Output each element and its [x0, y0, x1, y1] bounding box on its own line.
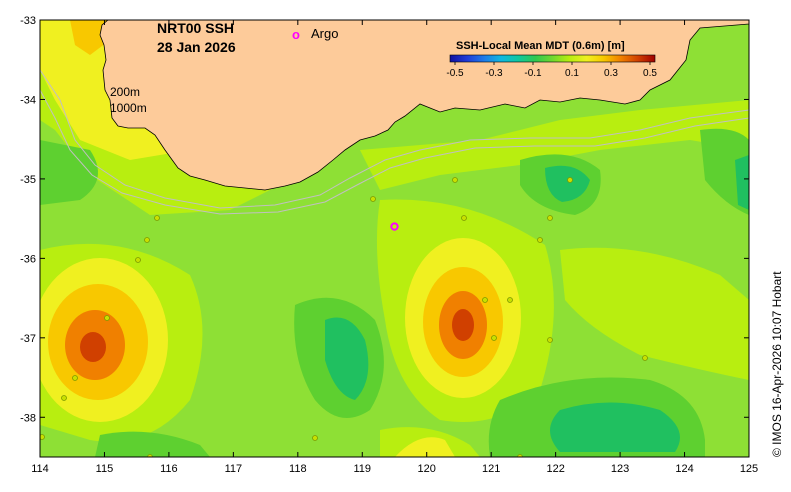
ssh-contour-band-teal — [735, 155, 749, 210]
x-tick-label: 117 — [225, 463, 243, 475]
obs-marker — [61, 395, 67, 401]
observation-markers — [40, 177, 648, 457]
colorbar: SSH-Local Mean MDT (0.6m) [m] -0.5 -0.3 -0… — [446, 40, 657, 79]
ssh-contour-band-green — [40, 140, 98, 205]
colorbar-tick-label: -0.5 — [446, 68, 464, 79]
y-tick-label: -34 — [20, 94, 36, 106]
obs-marker — [154, 215, 160, 221]
obs-marker — [144, 237, 150, 243]
credit-text: © IMOS 16-Apr-2026 10:07 Hobart — [770, 271, 784, 457]
obs-marker — [507, 297, 513, 303]
obs-marker — [104, 315, 110, 321]
obs-marker — [491, 335, 497, 341]
obs-marker — [370, 196, 376, 202]
obs-marker — [312, 435, 318, 441]
map-title-line1: NRT00 SSH — [157, 20, 234, 36]
eddy-west-core — [80, 332, 106, 362]
plot-frame — [39, 19, 750, 458]
ssh-contour-band-green — [95, 431, 210, 457]
colorbar-ticks: -0.5 -0.3 -0.1 0.1 0.3 0.5 — [446, 62, 657, 79]
plot-area — [40, 20, 749, 457]
x-tick-label: 124 — [675, 463, 693, 475]
obs-marker — [547, 337, 553, 343]
map-title-line2: 28 Jan 2026 — [157, 39, 236, 55]
argo-float-marker — [390, 222, 399, 231]
x-tick-label: 123 — [611, 463, 629, 475]
x-tick-label: 116 — [160, 463, 178, 475]
obs-marker — [642, 355, 648, 361]
obs-marker — [452, 177, 458, 183]
obs-marker — [547, 215, 553, 221]
isobath-200m-line — [40, 69, 749, 209]
y-tick-label: -36 — [20, 253, 36, 265]
argo-legend-label: Argo — [311, 26, 338, 41]
colorbar-tick-label: -0.1 — [524, 68, 542, 79]
colorbar-tick-label: 0.1 — [565, 68, 579, 79]
x-tick-label: 121 — [482, 463, 500, 475]
obs-marker — [517, 454, 523, 457]
obs-marker — [72, 375, 78, 381]
obs-marker — [537, 237, 543, 243]
x-tick-label: 119 — [353, 463, 371, 475]
y-axis: -33 -34 -35 -36 -37 -38 — [20, 15, 749, 424]
x-tick-label: 120 — [418, 463, 436, 475]
isobath-1000m-line — [40, 89, 749, 215]
x-tick-label: 122 — [546, 463, 564, 475]
eddy-central-core — [452, 309, 474, 341]
australia-landmass — [99, 20, 749, 191]
obs-marker — [482, 297, 488, 303]
isobath-label-1000m: 1000m — [110, 101, 147, 115]
y-tick-label: -37 — [20, 333, 36, 345]
colorbar-tick-label: -0.3 — [485, 68, 503, 79]
isobath-label-200m: 200m — [110, 85, 140, 99]
x-tick-label: 125 — [740, 463, 758, 475]
ssh-contour-band-yellowgreen — [560, 247, 749, 380]
colorbar-tick-label: 0.3 — [604, 68, 618, 79]
obs-marker — [40, 434, 45, 440]
ssh-contour-band-teal — [325, 317, 369, 400]
ssh-contour-band-yellowgreen — [360, 100, 749, 190]
ssh-contour-band-teal — [550, 402, 680, 452]
y-tick-label: -35 — [20, 174, 36, 186]
colorbar-title: SSH-Local Mean MDT (0.6m) [m] — [456, 40, 625, 52]
x-tick-label: 114 — [31, 463, 49, 475]
obs-marker — [461, 215, 467, 221]
coastal-band-yellow — [395, 437, 455, 457]
y-tick-label: -33 — [20, 15, 36, 27]
ssh-contour-band-green — [700, 128, 749, 215]
obs-marker — [567, 177, 573, 183]
x-axis: 114 115 116 117 118 119 120 121 122 123 124 125 — [31, 20, 758, 475]
ssh-contour-band-teal — [545, 165, 590, 202]
colorbar-tick-label: 0.5 — [643, 68, 657, 79]
argo-legend-marker: o — [292, 27, 300, 42]
x-tick-label: 118 — [289, 463, 307, 475]
x-tick-label: 115 — [96, 463, 114, 475]
obs-marker — [135, 257, 141, 263]
y-tick-label: -38 — [20, 412, 36, 424]
obs-marker — [147, 454, 153, 457]
colorbar-bar — [449, 54, 656, 63]
